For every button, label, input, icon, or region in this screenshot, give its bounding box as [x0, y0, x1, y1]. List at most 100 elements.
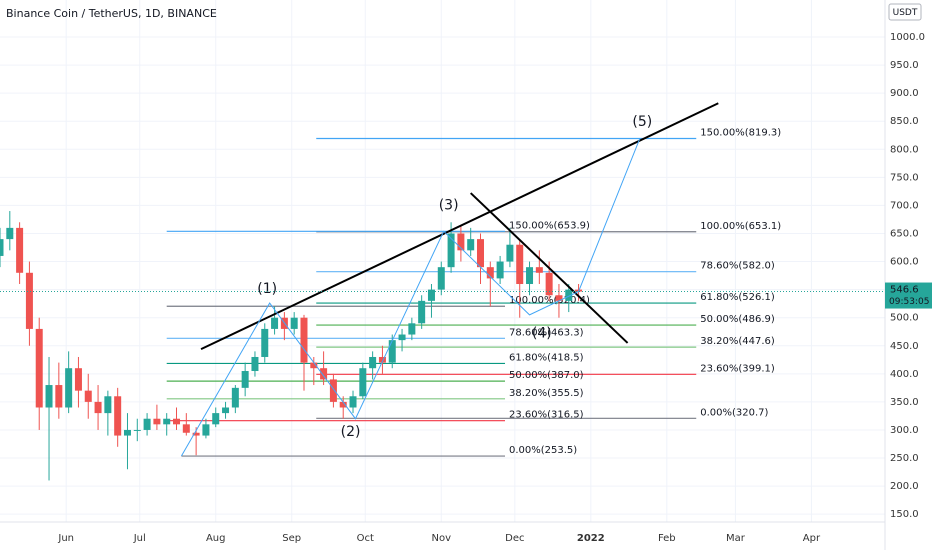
- candle-body: [486, 267, 494, 279]
- candle-body: [143, 418, 151, 430]
- last-price-box: [885, 282, 932, 309]
- candle-body: [84, 390, 92, 402]
- y-tick-label: 750.0: [890, 172, 919, 183]
- y-tick-label: 1000.0: [890, 32, 925, 43]
- x-tick-label: Mar: [726, 533, 746, 544]
- currency: USDT: [893, 8, 918, 18]
- fib-label: 100.00%(653.1): [700, 221, 781, 232]
- y-tick-label: 650.0: [890, 228, 919, 239]
- candle-body: [25, 272, 33, 329]
- y-tick-label: 400.0: [890, 369, 919, 380]
- wave-label: (3): [439, 197, 459, 213]
- candle-body: [349, 396, 357, 408]
- candle-body: [94, 401, 102, 414]
- last-price: 546.6: [890, 285, 919, 296]
- candle-body: [290, 317, 298, 329]
- candle-body: [261, 328, 269, 357]
- candle-body: [378, 356, 386, 363]
- candle-body: [555, 295, 563, 301]
- candle-body: [114, 396, 122, 436]
- candle-body: [408, 323, 416, 335]
- candle-body: [104, 396, 112, 414]
- candle-body: [153, 418, 161, 425]
- fib-label: 50.00%(486.9): [700, 314, 775, 325]
- candle-body: [427, 289, 435, 301]
- fib-label: 78.60%(463.3): [509, 327, 584, 338]
- candle-body: [476, 239, 484, 268]
- candle-body: [506, 244, 514, 262]
- fib-label: 0.00%(320.7): [700, 407, 768, 418]
- candle-body: [0, 239, 4, 256]
- wave-label: (5): [632, 114, 652, 130]
- countdown: 09:53:05: [889, 297, 929, 307]
- x-tick-label: 2022: [577, 533, 605, 544]
- x-tick-label: Sep: [282, 533, 301, 544]
- fib-label: 78.60%(582.0): [700, 261, 775, 272]
- candle-body: [535, 267, 543, 273]
- y-tick-label: 250.0: [890, 453, 919, 464]
- fib-label: 0.00%(253.5): [509, 445, 577, 456]
- y-tick-label: 350.0: [890, 397, 919, 408]
- candle-body: [447, 233, 455, 268]
- drawings: (1) (2) (3) (4) (5): [180, 102, 719, 457]
- candles: [0, 211, 583, 481]
- candle-body: [192, 432, 200, 436]
- wave-label: (2): [341, 424, 361, 440]
- candle-body: [6, 227, 14, 240]
- wave-path: [180, 138, 641, 457]
- candle-body: [418, 300, 426, 324]
- candle-body: [173, 418, 181, 425]
- fib-label: 23.60%(399.1): [700, 363, 775, 374]
- trend-line: [200, 102, 719, 351]
- candle-body: [339, 401, 347, 408]
- candle-body: [241, 371, 249, 388]
- fib-label: 23.60%(316.5): [509, 410, 584, 421]
- y-tick-label: 600.0: [890, 257, 919, 268]
- fib-label: 38.20%(355.5): [509, 388, 584, 399]
- candle-body: [182, 424, 190, 433]
- y-tick-label: 800.0: [890, 144, 919, 155]
- candle-body: [310, 362, 318, 369]
- y-tick-label: 950.0: [890, 60, 919, 71]
- candle-body: [133, 429, 141, 431]
- candle-body: [320, 368, 328, 380]
- candle-body: [565, 289, 573, 301]
- candle-body: [526, 267, 534, 285]
- candle-body: [163, 418, 171, 425]
- candle-body: [222, 407, 230, 414]
- x-tick-label: Aug: [206, 533, 226, 544]
- fib-label: 150.00%(653.9): [509, 220, 590, 231]
- candle-body: [457, 233, 465, 251]
- x-tick-label: Jul: [133, 533, 146, 544]
- x-tick-label: Feb: [658, 533, 676, 544]
- y-tick-label: 450.0: [890, 341, 919, 352]
- candle-body: [35, 328, 43, 408]
- x-tick-label: Apr: [803, 533, 821, 544]
- y-tick-label: 500.0: [890, 313, 919, 324]
- candle-body: [496, 261, 504, 279]
- fib-label: 61.80%(418.5): [509, 352, 584, 363]
- y-tick-label: 150.0: [890, 509, 919, 520]
- candle-body: [369, 356, 377, 369]
- wave-label: (4): [532, 325, 552, 341]
- fib-label: 38.20%(447.6): [700, 336, 775, 347]
- x-tick-label: Oct: [357, 533, 374, 544]
- y-tick-label: 700.0: [890, 200, 919, 211]
- candle-body: [271, 317, 279, 329]
- candle-body: [300, 317, 308, 363]
- candle-body: [65, 368, 73, 408]
- y-tick-label: 300.0: [890, 425, 919, 436]
- chart-title: Binance Coin / TetherUS, 1D, BINANCE: [6, 7, 217, 20]
- candle-body: [398, 334, 406, 341]
- candle-body: [74, 368, 82, 391]
- candle-body: [16, 227, 24, 273]
- currency-box[interactable]: [888, 3, 922, 21]
- fib-label: 61.80%(526.1): [700, 292, 775, 303]
- y-tick-label: 850.0: [890, 116, 919, 127]
- candle-body: [359, 368, 367, 397]
- candle-body: [388, 340, 396, 363]
- candle-body: [123, 429, 131, 436]
- candle-body: [45, 385, 53, 408]
- candle-body: [202, 424, 210, 436]
